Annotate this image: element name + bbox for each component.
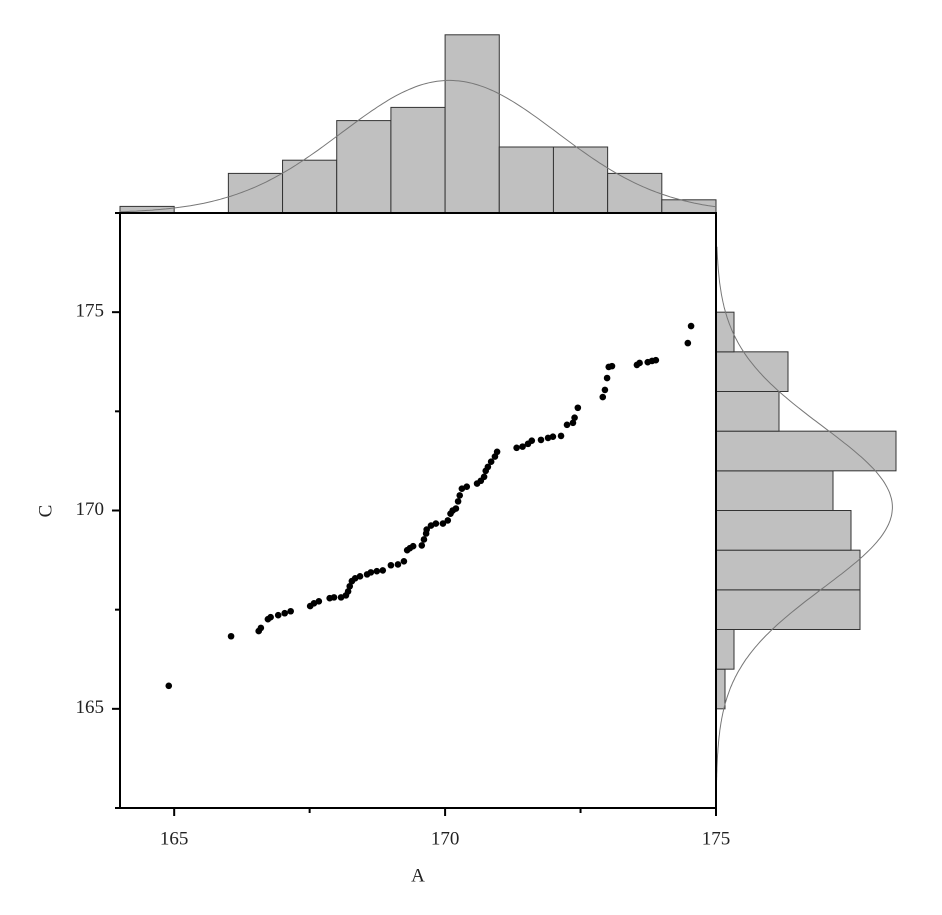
point (227, 632, 235, 640)
point (315, 598, 323, 605)
point (452, 505, 460, 512)
point (601, 386, 609, 394)
point (287, 607, 294, 615)
point (367, 569, 375, 576)
histogram-bar (444, 34, 500, 214)
histogram-bar (715, 470, 834, 512)
point (400, 557, 408, 565)
histogram-bar (607, 172, 663, 214)
histogram-bar (715, 311, 735, 353)
point (394, 561, 402, 568)
histogram-bar (336, 120, 392, 214)
point (537, 436, 545, 444)
fit-curve (716, 246, 893, 781)
point (379, 567, 387, 574)
histogram-bar (390, 106, 446, 214)
point (599, 393, 607, 401)
point (281, 609, 289, 617)
point (454, 498, 462, 505)
point (420, 536, 428, 543)
point (257, 624, 265, 632)
histogram-bar (498, 146, 554, 214)
point (519, 443, 526, 450)
point (418, 542, 426, 549)
point (557, 432, 565, 440)
point (563, 421, 571, 429)
histogram-bar (715, 510, 852, 551)
histogram-bar (715, 629, 735, 670)
point (571, 414, 578, 421)
fit-curve (119, 79, 717, 213)
point (373, 567, 381, 575)
point (165, 682, 173, 690)
point (513, 444, 520, 452)
histogram-bar (715, 589, 861, 630)
point (484, 463, 492, 471)
point (603, 374, 611, 382)
point (356, 573, 364, 580)
histogram-bar (715, 549, 861, 591)
point (444, 517, 452, 524)
point (480, 473, 488, 481)
histogram-bar (715, 391, 780, 432)
point (274, 611, 282, 619)
point (432, 520, 440, 527)
point (387, 561, 395, 569)
histogram-bar (227, 172, 284, 214)
y-tick-label: 175 (76, 301, 105, 322)
point (652, 356, 660, 364)
point (463, 483, 471, 491)
point (493, 448, 501, 456)
point (346, 582, 354, 590)
point (344, 588, 352, 595)
point (409, 542, 417, 550)
point (687, 322, 695, 330)
point (267, 613, 274, 621)
histogram-bar (552, 146, 609, 214)
point (439, 520, 447, 527)
point (569, 419, 577, 427)
point (608, 362, 616, 370)
histogram-bar (715, 668, 726, 710)
x-tick-label: 165 (160, 828, 189, 849)
point (423, 526, 430, 533)
y-axis-label: C (35, 505, 56, 518)
plot-frame (119, 212, 717, 809)
point (684, 339, 692, 347)
point (487, 458, 495, 466)
point (549, 433, 557, 441)
x-tick-label: 175 (702, 828, 731, 849)
x-axis-label: A (411, 865, 425, 886)
y-tick-label: 170 (76, 499, 105, 520)
histogram-bar (715, 351, 789, 393)
point (636, 359, 643, 367)
point (528, 437, 536, 444)
y-tick-label: 165 (76, 697, 105, 718)
point (456, 492, 464, 499)
point (330, 594, 338, 601)
point (574, 404, 582, 412)
histogram-bar (715, 430, 897, 472)
x-tick-label: 170 (431, 828, 460, 849)
